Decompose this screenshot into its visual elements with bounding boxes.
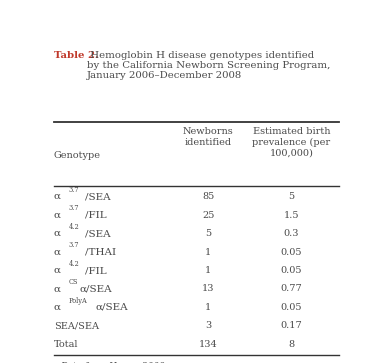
Text: 1: 1	[205, 303, 211, 312]
Text: α: α	[54, 192, 61, 201]
Text: 1: 1	[205, 248, 211, 257]
Text: /SEA: /SEA	[85, 192, 110, 201]
Text: Estimated birth
prevalence (per
100,000): Estimated birth prevalence (per 100,000)	[252, 127, 330, 158]
Text: α: α	[54, 266, 61, 275]
Text: α/SEA: α/SEA	[95, 303, 128, 312]
Text: CS: CS	[69, 278, 78, 286]
Text: Table 2.: Table 2.	[54, 50, 98, 60]
Text: α/SEA: α/SEA	[79, 285, 112, 294]
Text: α: α	[54, 285, 61, 294]
Text: Newborns
identified: Newborns identified	[183, 127, 234, 147]
Text: 0.3: 0.3	[283, 229, 299, 238]
Text: 0.05: 0.05	[280, 248, 302, 257]
Text: 4.2: 4.2	[69, 260, 79, 268]
Text: 25: 25	[202, 211, 214, 220]
Text: /SEA: /SEA	[85, 229, 110, 238]
Text: 134: 134	[199, 340, 218, 349]
Text: 13: 13	[202, 285, 214, 294]
Text: Hemoglobin H disease genotypes identified
by the California Newborn Screening Pr: Hemoglobin H disease genotypes identifie…	[87, 50, 331, 80]
Text: 3.7: 3.7	[69, 241, 79, 249]
Text: SEA/SEA: SEA/SEA	[54, 321, 99, 330]
Text: α: α	[54, 303, 61, 312]
Text: 0.17: 0.17	[280, 321, 302, 330]
Text: 3.7: 3.7	[69, 186, 79, 194]
Text: α: α	[54, 229, 61, 238]
Text: PolyA: PolyA	[69, 297, 87, 305]
Text: 5: 5	[205, 229, 211, 238]
Text: /THAI: /THAI	[85, 248, 116, 257]
Text: 1: 1	[205, 266, 211, 275]
Text: /FIL: /FIL	[85, 266, 106, 275]
Text: 3.7: 3.7	[69, 204, 79, 212]
Text: 0.05: 0.05	[280, 303, 302, 312]
Text: 3: 3	[205, 321, 211, 330]
Text: 0.77: 0.77	[280, 285, 302, 294]
Text: /FIL: /FIL	[85, 211, 106, 220]
Text: 8: 8	[288, 340, 294, 349]
Text: 5: 5	[288, 192, 294, 201]
Text: Genotype: Genotype	[54, 151, 101, 160]
Text: 85: 85	[202, 192, 214, 201]
Text: Total: Total	[54, 340, 78, 349]
Text: α: α	[54, 248, 61, 257]
Text: α: α	[54, 211, 61, 220]
Text: 0.05: 0.05	[280, 266, 302, 275]
Text: 1.5: 1.5	[283, 211, 299, 220]
Text: 4.2: 4.2	[69, 223, 79, 231]
